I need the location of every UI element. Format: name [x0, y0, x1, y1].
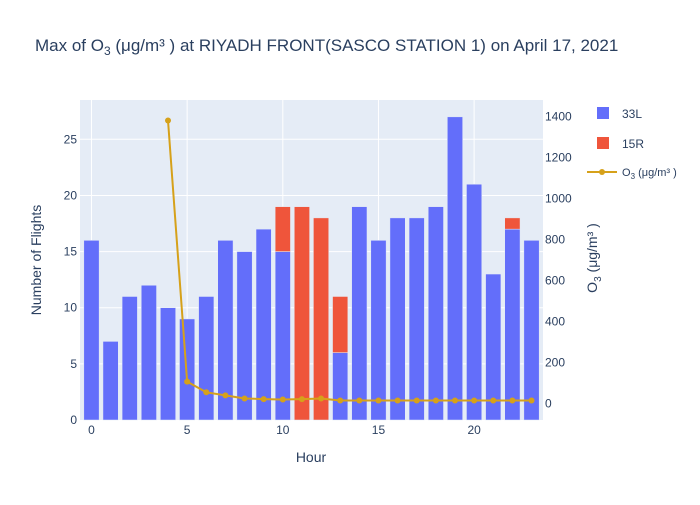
bar-33l-hour-21[interactable]	[485, 273, 502, 421]
x-tick-label: 20	[467, 423, 481, 437]
legend-label-15r: 15R	[622, 137, 644, 151]
x-tick-label: 10	[276, 423, 290, 437]
bar-33l-hour-17[interactable]	[408, 217, 425, 421]
legend[interactable]: 33L 15R O3 (μg/m³ )	[587, 107, 677, 181]
legend-swatch-33l	[597, 107, 609, 119]
y-tick-label: 20	[64, 188, 78, 202]
legend-swatch-15r	[597, 137, 609, 149]
y2-axis-ticks: 0 200 400 600 800 1000 1200 1400	[545, 109, 572, 410]
y-axis-label: Number of Flights	[28, 205, 44, 315]
legend-item-15r[interactable]: 15R	[597, 137, 644, 151]
o3-point-hour-16[interactable]	[394, 397, 401, 404]
legend-label-o3-suffix: (μg/m³ )	[635, 167, 677, 179]
legend-item-o3[interactable]: O3 (μg/m³ )	[587, 167, 677, 181]
o3-point-hour-14[interactable]	[356, 397, 363, 404]
y2-axis-label: O3 (μg/m³ )	[584, 223, 604, 293]
chart-title-subscript: 3	[104, 44, 111, 58]
o3-point-hour-12[interactable]	[318, 395, 325, 402]
x-axis-label: Hour	[296, 449, 327, 465]
chart-title: Max of O3 (μg/m³ ) at RIYADH FRONT(SASCO…	[35, 36, 618, 58]
bar-33l-hour-0[interactable]	[83, 240, 100, 421]
o3-point-hour-10[interactable]	[279, 396, 286, 403]
o3-point-hour-18[interactable]	[432, 397, 439, 404]
bar-33l-hour-1[interactable]	[102, 341, 119, 421]
chart-title-suffix: (μg/m³ ) at RIYADH FRONT(SASCO STATION 1…	[111, 36, 619, 55]
bar-33l-hour-22[interactable]	[504, 228, 521, 421]
y2-tick-label: 600	[545, 274, 565, 288]
o3-point-hour-13[interactable]	[337, 397, 344, 404]
y-tick-label: 15	[64, 245, 78, 259]
legend-marker-o3	[599, 169, 605, 175]
o3-point-hour-15[interactable]	[375, 397, 382, 404]
bar-33l-hour-10[interactable]	[274, 251, 291, 421]
o3-point-hour-5[interactable]	[184, 378, 191, 385]
bar-15r-hour-11[interactable]	[294, 206, 310, 421]
plot-area	[80, 100, 543, 420]
chart-title-prefix: Max of O	[35, 36, 104, 55]
y-tick-label: 5	[70, 357, 77, 371]
y-tick-label: 10	[64, 301, 78, 315]
bar-33l-hour-9[interactable]	[255, 228, 272, 421]
bar-33l-hour-13[interactable]	[332, 352, 349, 421]
o3-point-hour-11[interactable]	[298, 396, 305, 403]
o3-point-hour-4[interactable]	[165, 117, 172, 124]
legend-item-33l[interactable]: 33L	[597, 107, 642, 121]
bar-33l-hour-4[interactable]	[160, 307, 176, 421]
y2-axis-label-prefix: O	[584, 282, 600, 293]
y2-tick-label: 400	[545, 315, 565, 329]
bar-33l-hour-8[interactable]	[236, 251, 253, 421]
y2-tick-label: 1400	[545, 109, 572, 123]
bar-33l-hour-14[interactable]	[351, 206, 368, 421]
o3-point-hour-20[interactable]	[471, 397, 478, 404]
o3-point-hour-22[interactable]	[509, 397, 516, 404]
x-tick-label: 5	[184, 423, 191, 437]
bar-33l-hour-2[interactable]	[121, 296, 138, 421]
legend-label-o3-prefix: O	[622, 167, 631, 179]
y-axis-ticks: 0 5 10 15 20 25	[64, 132, 78, 427]
legend-label-33l: 33L	[622, 107, 642, 121]
y-tick-label: 25	[64, 132, 78, 146]
bar-33l-hour-16[interactable]	[389, 217, 406, 421]
bar-15r-hour-22[interactable]	[504, 217, 521, 230]
legend-label-o3: O3 (μg/m³ )	[622, 167, 677, 181]
bar-15r-hour-13[interactable]	[332, 296, 349, 353]
y-tick-label: 0	[70, 413, 77, 427]
y2-axis-label-subscript: 3	[593, 276, 604, 282]
y2-tick-label: 1200	[545, 150, 572, 164]
x-tick-label: 0	[88, 423, 95, 437]
bar-33l-hour-18[interactable]	[427, 206, 444, 421]
bar-15r-hour-10[interactable]	[274, 206, 291, 252]
o3-point-hour-9[interactable]	[260, 396, 267, 403]
o3-point-hour-23[interactable]	[528, 397, 535, 404]
y2-tick-label: 200	[545, 356, 565, 370]
o3-point-hour-6[interactable]	[203, 389, 210, 396]
bar-33l-hour-6[interactable]	[198, 296, 215, 421]
o3-line-marks	[165, 117, 535, 404]
y2-axis-label-suffix: (μg/m³ )	[584, 223, 600, 276]
y2-tick-label: 800	[545, 232, 565, 246]
o3-point-hour-7[interactable]	[222, 392, 229, 399]
bar-33l-hour-20[interactable]	[466, 183, 483, 421]
bar-33l-hour-15[interactable]	[370, 240, 387, 421]
y2-tick-label: 0	[545, 397, 552, 411]
x-tick-label: 15	[372, 423, 386, 437]
o3-point-hour-21[interactable]	[490, 397, 497, 404]
bar-33l-hour-23[interactable]	[523, 240, 540, 421]
bar-33l-hour-19[interactable]	[447, 116, 463, 421]
o3-line[interactable]	[167, 120, 532, 402]
bar-33l-hour-7[interactable]	[217, 240, 234, 421]
o3-point-hour-8[interactable]	[241, 395, 248, 402]
bar-33l-hour-3[interactable]	[140, 285, 157, 421]
x-axis-ticks: 0 5 10 15 20	[88, 423, 481, 437]
bar-marks	[83, 116, 540, 421]
y2-tick-label: 1000	[545, 191, 572, 205]
bar-15r-hour-12[interactable]	[313, 217, 329, 421]
o3-point-hour-19[interactable]	[451, 397, 458, 404]
legend-label-o3-subscript: 3	[631, 172, 636, 181]
o3-point-hour-17[interactable]	[413, 397, 420, 404]
